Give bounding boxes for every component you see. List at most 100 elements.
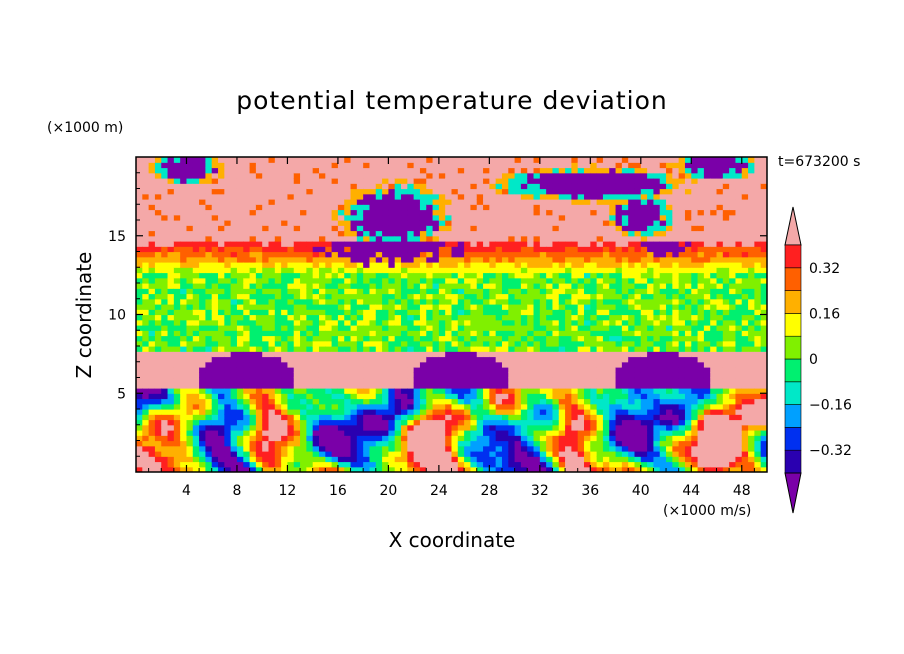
heatmap-cell [369, 183, 377, 190]
heatmap-cell [533, 377, 541, 384]
heatmap-cell [659, 424, 667, 431]
heatmap-cell [325, 193, 333, 200]
heatmap-cell [388, 214, 396, 221]
heatmap-cell [255, 382, 263, 389]
heatmap-cell [350, 430, 358, 436]
heatmap-cell [249, 188, 257, 195]
heatmap-cell [489, 230, 497, 237]
heatmap-cell [363, 193, 371, 200]
heatmap-cell [337, 293, 345, 300]
heatmap-cell [577, 340, 585, 347]
heatmap-cell [394, 309, 402, 316]
heatmap-cell [445, 288, 453, 295]
heatmap-cell [476, 172, 484, 179]
heatmap-cell [476, 199, 484, 205]
heatmap-cell [337, 157, 345, 163]
heatmap-cell [413, 419, 421, 426]
heatmap-cell [401, 319, 408, 326]
heatmap-cell [571, 267, 579, 274]
heatmap-cell [148, 372, 156, 379]
heatmap-cell [281, 430, 289, 436]
heatmap-cell [306, 424, 314, 431]
heatmap-cell [590, 172, 598, 179]
heatmap-cell [350, 162, 358, 169]
heatmap-cell [438, 398, 446, 405]
heatmap-cell [584, 414, 591, 421]
heatmap-cell [558, 188, 566, 195]
heatmap-cell [609, 414, 617, 421]
heatmap-cell [318, 361, 326, 368]
heatmap-cell [401, 167, 408, 174]
heatmap-cell [602, 414, 610, 421]
heatmap-cell [318, 340, 326, 347]
heatmap-cell [281, 409, 289, 415]
heatmap-cell [527, 314, 535, 321]
heatmap-cell [634, 367, 642, 373]
heatmap-cell [161, 183, 169, 190]
heatmap-cell [363, 424, 371, 431]
heatmap-cell [148, 377, 156, 384]
heatmap-cell [514, 267, 522, 274]
heatmap-cell [451, 414, 459, 421]
heatmap-cell [356, 225, 364, 232]
heatmap-cell [438, 335, 446, 342]
heatmap-cell [199, 393, 207, 400]
heatmap-cell [457, 193, 465, 200]
heatmap-cell [356, 277, 364, 284]
heatmap-cell [192, 330, 200, 337]
heatmap-cell [388, 220, 396, 226]
heatmap-cell [369, 251, 377, 258]
heatmap-cell [356, 325, 364, 331]
heatmap-cell [628, 409, 636, 415]
heatmap-cell [527, 188, 535, 195]
heatmap-cell [640, 267, 648, 274]
heatmap-cell [451, 393, 459, 400]
heatmap-cell [483, 298, 490, 305]
heatmap-cell [224, 319, 232, 326]
heatmap-cell [457, 351, 465, 358]
heatmap-cell [590, 157, 598, 163]
heatmap-cell [388, 241, 396, 247]
heatmap-cell [356, 340, 364, 347]
heatmap-cell [199, 288, 207, 295]
heatmap-cell [287, 325, 295, 331]
heatmap-cell [419, 356, 427, 363]
heatmap-cell [230, 319, 238, 326]
heatmap-cell [337, 209, 345, 216]
heatmap-cell [621, 356, 629, 363]
heatmap-cell [394, 393, 402, 400]
heatmap-cell [407, 162, 415, 169]
heatmap-cell [413, 267, 421, 274]
heatmap-cell [363, 319, 371, 326]
heatmap-cell [401, 456, 408, 463]
heatmap-cell [255, 430, 263, 436]
heatmap-cell [161, 361, 169, 368]
heatmap-cell [489, 262, 497, 268]
heatmap-cell [640, 314, 648, 321]
heatmap-cell [653, 309, 661, 316]
heatmap-cell [577, 430, 585, 436]
heatmap-cell [161, 157, 169, 163]
heatmap-cell [154, 225, 162, 232]
heatmap-cell [230, 388, 238, 394]
heatmap-cell [407, 430, 415, 436]
heatmap-cell [476, 461, 484, 468]
heatmap-cell [199, 377, 207, 384]
heatmap-cell [514, 314, 522, 321]
heatmap-cell [344, 172, 352, 179]
heatmap-cell [647, 256, 655, 263]
heatmap-cell [602, 214, 610, 221]
heatmap-cell [558, 241, 566, 247]
heatmap-cell [394, 246, 402, 253]
heatmap-cell [375, 230, 383, 237]
heatmap-cell [268, 330, 276, 337]
heatmap-cell [337, 162, 345, 169]
heatmap-cell [457, 319, 465, 326]
heatmap-cell [293, 325, 301, 331]
heatmap-cell [615, 461, 623, 468]
heatmap-cell [211, 330, 219, 337]
heatmap-cell [300, 293, 307, 300]
heatmap-cell [451, 162, 459, 169]
heatmap-cell [312, 461, 320, 468]
